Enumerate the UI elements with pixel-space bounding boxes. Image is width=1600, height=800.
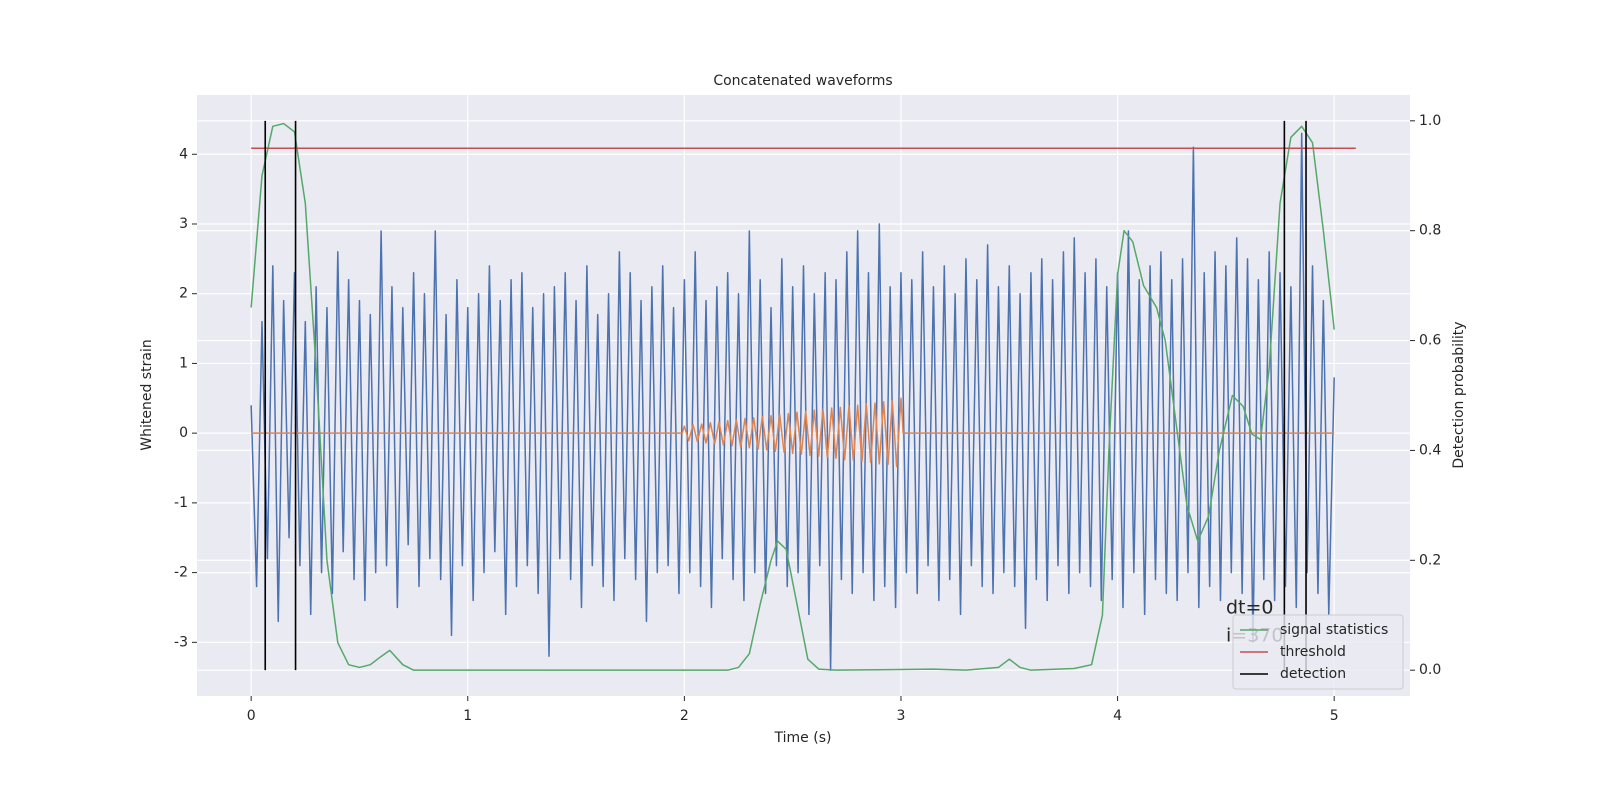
y-tick-label: 2 [179,286,188,302]
y2-tick-label: 0.4 [1419,442,1441,458]
y-tick-label: 0 [179,425,188,441]
series-line [250,132,1335,671]
y-tick-label: -2 [174,565,188,581]
legend-label: detection [1280,666,1346,682]
y-tick-label: -1 [174,495,188,511]
y-tick-label: 1 [179,355,188,371]
x-tick-label: 1 [463,708,472,724]
x-tick-label: 3 [897,708,906,724]
y-tick-label: -3 [174,634,188,650]
x-tick-label: 0 [247,708,256,724]
y2-tick-label: 0.2 [1419,552,1441,568]
series-line [250,122,1335,671]
legend: signal statistics threshold detection [1232,614,1404,690]
x-tick-label: 5 [1330,708,1339,724]
legend-label: signal statistics [1280,622,1388,638]
x-axis-label: Time (s) [774,730,832,746]
y2-tick-label: 0.6 [1419,333,1441,349]
chart-title: Concatenated waveforms [713,73,892,89]
marks [250,120,1356,671]
y-axis-label: Whitened strain [139,339,155,450]
y2-tick-label: 0.8 [1419,223,1441,239]
legend-label: threshold [1280,644,1346,660]
legend-box [1232,614,1404,690]
x-tick-label: 4 [1113,708,1122,724]
y-tick-label: 3 [179,216,188,232]
y-tick-label: 4 [179,146,188,162]
series-line [251,397,1335,468]
overlay: dt=0i=370signal statisticsthresholddetec… [1226,597,1404,690]
y2-tick-label: 0.0 [1419,662,1441,678]
annotation: dt=0 [1226,597,1274,619]
y2-axis-label: Detection probability [1451,321,1467,468]
x-tick-label: 2 [680,708,689,724]
plot-area [197,95,1410,696]
y2-tick-label: 1.0 [1419,113,1441,129]
